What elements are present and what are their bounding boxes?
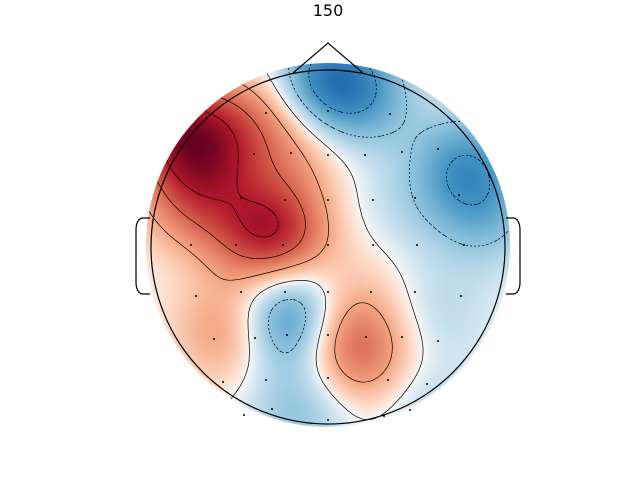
sensor-dot (213, 338, 215, 340)
sensor-dot (222, 381, 224, 383)
sensor-dot (463, 244, 465, 246)
sensor-dot (284, 199, 286, 201)
sensor-dot (215, 146, 217, 148)
head-circle (150, 69, 506, 425)
right-ear-icon (506, 217, 521, 295)
contour-negative (267, 63, 510, 354)
sensor-dot (282, 244, 284, 246)
sensor-dot (387, 379, 389, 381)
sensor-dot (265, 112, 267, 114)
sensor-dot (327, 154, 329, 156)
sensor-dot (327, 110, 329, 112)
sensor-dot (327, 291, 329, 293)
sensor-dot (401, 151, 403, 153)
sensor-dot (327, 244, 329, 246)
sensor-dot (327, 377, 329, 379)
sensor-dot (265, 379, 267, 381)
sensor-dot (197, 193, 199, 195)
sensor-dot (458, 194, 460, 196)
sensor-markers (190, 110, 465, 421)
sensor-dot (254, 337, 256, 339)
sensor-dot (195, 295, 197, 297)
sensor-dot (290, 152, 292, 154)
sensor-dot (327, 334, 329, 336)
sensor-dot (372, 244, 374, 246)
sensor-dot (416, 244, 418, 246)
left-ear-icon (135, 217, 150, 295)
sensor-dot (389, 113, 391, 115)
sensor-dot (327, 419, 329, 421)
sensor-dot (365, 336, 367, 338)
sensor-dot (409, 409, 411, 411)
sensor-dot (414, 291, 416, 293)
sensor-dot (364, 154, 366, 156)
sensor-dot (414, 197, 416, 199)
sensor-dot (243, 414, 245, 416)
head-outline (135, 42, 521, 425)
chart-title: 150 (313, 1, 344, 20)
sensor-dot (327, 199, 329, 201)
contour-negative (308, 63, 491, 206)
sensor-dot (235, 244, 237, 246)
sensor-dot (372, 199, 374, 201)
sensor-dot (437, 340, 439, 342)
sensor-dot (284, 291, 286, 293)
sensor-dot (426, 383, 428, 385)
sensor-dot (271, 408, 273, 410)
sensor-dot (383, 415, 385, 417)
sensor-dot (401, 336, 403, 338)
nose-icon (292, 42, 364, 74)
sensor-dot (253, 153, 255, 155)
sensor-dot (437, 148, 439, 150)
sensor-dot (240, 291, 242, 293)
sensor-dot (370, 291, 372, 293)
sensor-dot (460, 295, 462, 297)
sensor-dot (240, 197, 242, 199)
sensor-dot (286, 334, 288, 336)
sensor-dot (190, 244, 192, 246)
